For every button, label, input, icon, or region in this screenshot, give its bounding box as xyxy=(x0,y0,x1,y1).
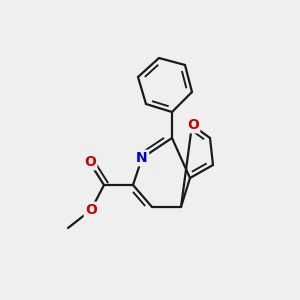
Text: O: O xyxy=(85,203,97,217)
Text: N: N xyxy=(136,151,148,165)
Text: O: O xyxy=(84,155,96,169)
Text: O: O xyxy=(187,118,199,132)
